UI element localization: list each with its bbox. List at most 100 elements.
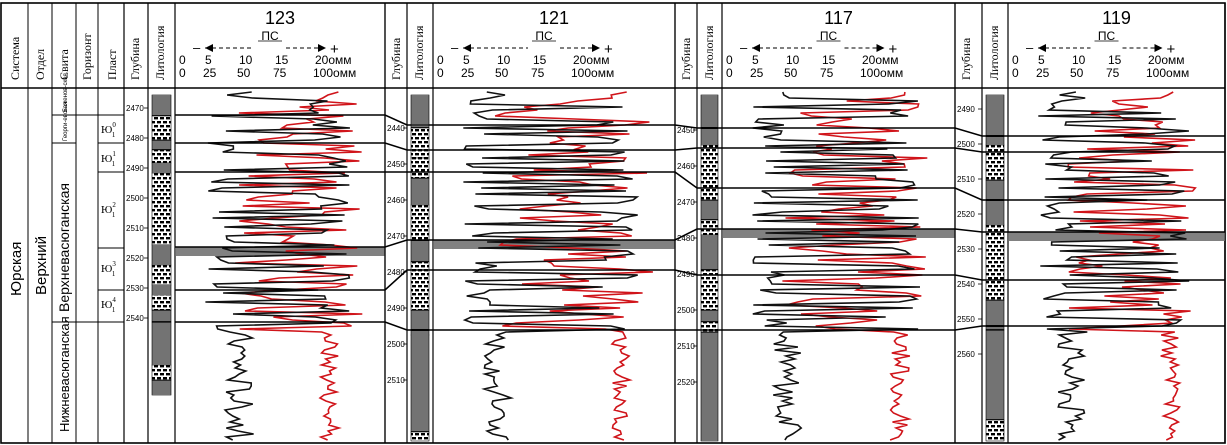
layer-label-3: Ю3 1 <box>101 260 116 278</box>
resistivity-curve <box>235 91 363 441</box>
scale-top-0: 0 <box>179 53 186 67</box>
lithology-interval <box>151 364 172 381</box>
ps-curve <box>1038 91 1190 441</box>
lithology-interval <box>151 139 172 151</box>
lithology-interval <box>410 431 430 442</box>
scale-top-0: 0 <box>1012 53 1019 67</box>
strat-headers: Система Отдел Свита Горизонт Пласт <box>8 33 119 80</box>
scale-bottom-3: 75 <box>820 66 834 80</box>
ps-plus: + <box>889 41 898 58</box>
lithology-interval <box>151 162 172 174</box>
ps-plus: + <box>604 41 613 58</box>
lithology-interval <box>151 244 172 266</box>
lithology-interval <box>410 127 430 159</box>
depth-tick-label: 2440 <box>387 124 405 133</box>
scale-top-1: 5 <box>205 53 212 67</box>
depth-tick-label: 2520 <box>957 210 975 219</box>
correlation-line-3 <box>175 228 1225 248</box>
well-121-depth-header: Глубина <box>389 37 403 80</box>
ps-arrowhead-right <box>318 44 326 52</box>
ps-label: ПС <box>820 29 838 43</box>
layer-labels: Ю0 1 Ю1 1 Ю2 1 Ю3 1 Ю4 1 <box>101 121 116 314</box>
lithology-interval <box>985 94 1005 146</box>
lithology-interval <box>151 94 172 117</box>
lithology-interval <box>700 269 719 311</box>
depth-tick-label: 2470 <box>677 198 695 207</box>
scale-top-3: 15 <box>822 53 836 67</box>
header-series: Отдел <box>33 49 47 80</box>
scale-bottom-4: 100омм <box>571 66 614 80</box>
depth-tick-label: 2490 <box>387 304 405 313</box>
series-label: Верхний <box>33 236 50 295</box>
scale-bottom-2: 50 <box>1070 66 1084 80</box>
lithology-interval <box>700 199 719 221</box>
lithology-interval <box>151 309 172 323</box>
ps-minus: – <box>451 40 459 55</box>
lithology-interval <box>410 239 430 263</box>
lithology-interval <box>985 329 1005 421</box>
scale-bottom-4: 100омм <box>1146 66 1189 80</box>
lithology-interval <box>700 94 719 146</box>
strat-values: Юрская Верхний Верхневасюганская Нижнева… <box>8 73 72 432</box>
ps-plus: + <box>1167 41 1176 58</box>
scale-top-4: 20омм <box>862 53 899 67</box>
scale-top-1: 5 <box>1038 53 1045 67</box>
well-123-lithology-header: Литология <box>153 25 167 80</box>
scale-top-4: 20омм <box>315 53 352 67</box>
well-121-lithology-header: Литология <box>412 25 426 80</box>
lithology-interval <box>985 419 1005 442</box>
depth-tick-label: 2520 <box>677 378 695 387</box>
well-id-label: 123 <box>265 8 295 28</box>
well-119-depth-header: Глубина <box>959 37 973 80</box>
ps-arrowhead-right <box>1154 44 1163 52</box>
ps-arrowhead-right <box>876 44 885 52</box>
depth-tick-label: 2480 <box>126 134 144 143</box>
lithology-interval <box>700 219 719 236</box>
depth-tick-label: 2530 <box>126 284 144 293</box>
depth-tick-label: 2480 <box>677 234 695 243</box>
lithology-interval <box>410 334 430 433</box>
scale-top-2: 10 <box>786 53 800 67</box>
ps-curve <box>462 91 640 441</box>
correlation-line-2 <box>175 171 1225 201</box>
lithology-interval <box>151 115 172 141</box>
header-layer: Пласт <box>105 49 119 80</box>
depth-tick-label: 2490 <box>677 270 695 279</box>
correlation-lines <box>175 114 1225 331</box>
lithology-interval <box>700 144 719 201</box>
lithology-interval <box>410 94 430 129</box>
ps-label: ПС <box>1098 29 1116 43</box>
layer-label-4: Ю4 1 <box>101 296 116 314</box>
ps-arrowhead-left <box>1038 44 1046 52</box>
system-label: Юрская <box>8 242 25 296</box>
lithology-interval <box>151 294 172 311</box>
suite-bazhenov-label: Баженов-ская <box>63 73 69 112</box>
scale-top-1: 5 <box>463 53 470 67</box>
depth-tick-label: 2560 <box>957 350 975 359</box>
ps-plus: + <box>330 41 339 58</box>
ps-curve <box>752 91 921 441</box>
ps-arrowhead-left <box>463 44 471 52</box>
scale-top-3: 15 <box>275 53 289 67</box>
scale-top-4: 20омм <box>573 53 610 67</box>
lithology-interval <box>700 309 719 323</box>
resistivity-curve <box>1066 91 1197 441</box>
suite-lower-label: Нижневасюганская <box>57 316 72 432</box>
correlation-line-1 <box>175 142 1225 153</box>
coal-band <box>1008 232 1225 241</box>
depth-tick-label: 2450 <box>677 126 695 135</box>
scale-bottom-0: 0 <box>1012 66 1019 80</box>
lithology-interval <box>985 144 1005 181</box>
well-117-depth-header: Глубина <box>679 37 693 80</box>
depth-tick-label: 2520 <box>126 254 144 263</box>
scale-bottom-0: 0 <box>179 66 186 80</box>
suite-upper-label: Верхневасюганская <box>56 183 72 312</box>
scale-bottom-0: 0 <box>726 66 733 80</box>
depth-tick-label: 2450 <box>387 160 405 169</box>
scale-top-4: 20омм <box>1148 53 1185 67</box>
lithology-interval <box>410 177 430 206</box>
